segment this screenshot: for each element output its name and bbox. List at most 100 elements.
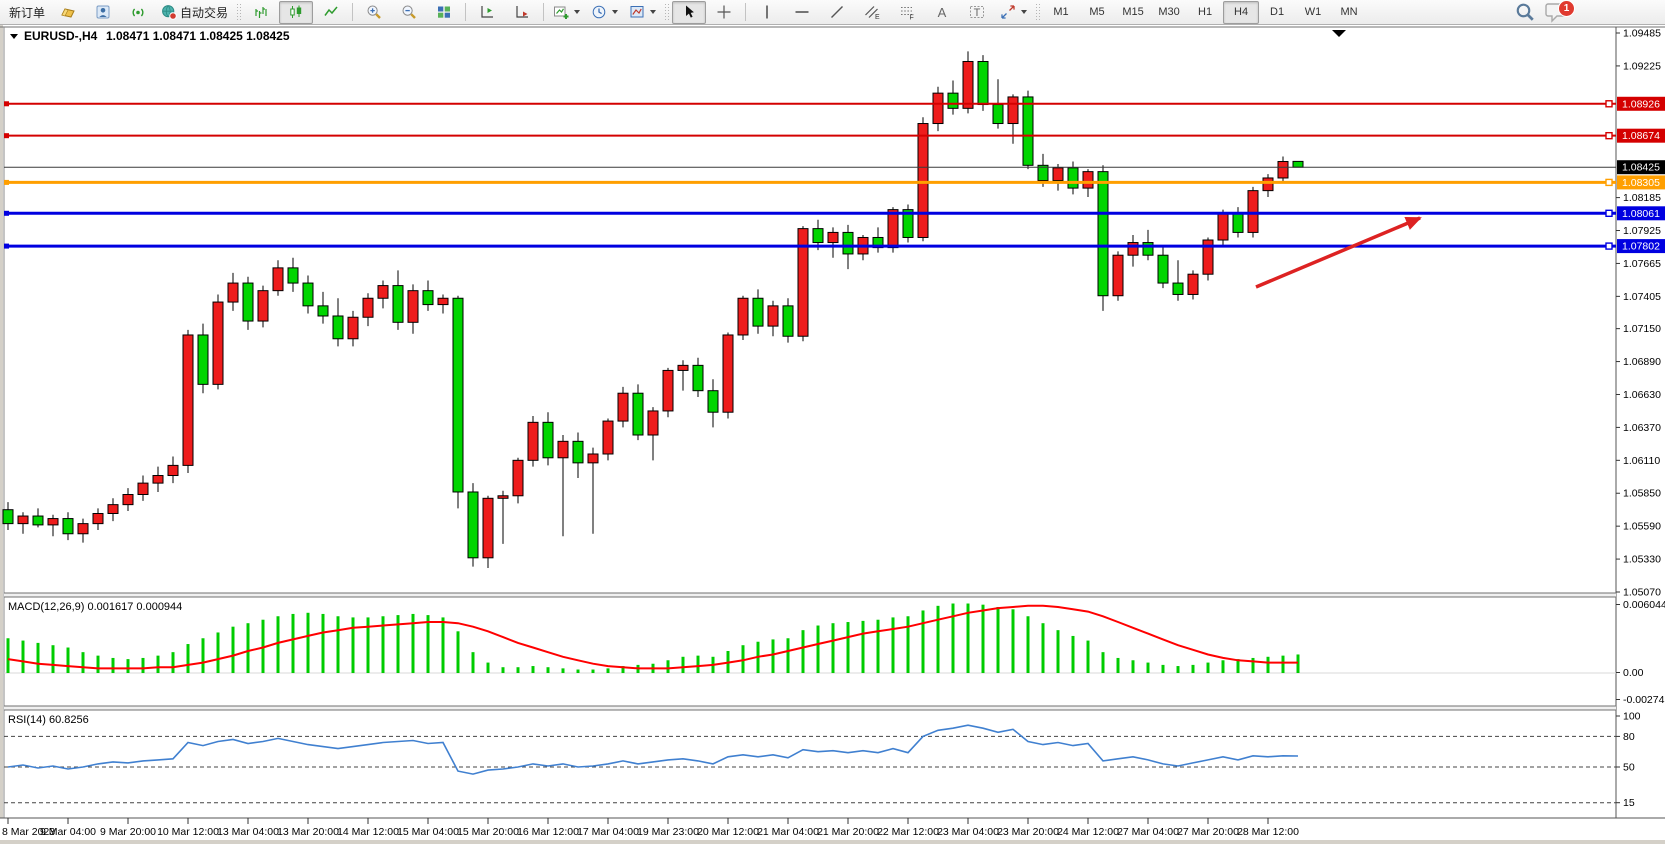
macd-label: MACD(12,26,9) 0.001617 0.000944 [8,601,182,613]
candle [782,305,794,337]
new-chart-icon [554,6,569,19]
timeframe-button-h1[interactable]: H1 [1198,6,1213,18]
notifications-button[interactable]: 1 [1545,0,1575,23]
profile-button[interactable] [86,1,120,24]
timeframe-button-m1[interactable]: M1 [1053,6,1069,18]
indicators-button[interactable] [624,1,661,24]
hline-right-marker[interactable] [1605,100,1613,108]
timeframe-button-h4[interactable]: H4 [1223,0,1260,24]
zoom-in-button[interactable] [357,1,391,24]
rsi-label: RSI(14) 60.8256 [8,714,89,726]
candle [527,421,539,461]
hline-left-marker[interactable] [4,243,9,249]
symbol-dropdown-icon[interactable] [10,34,18,39]
timeframe-button-mn[interactable]: MN [1340,6,1358,18]
text-label-tool-button[interactable]: T [960,1,994,24]
vertical-line-tool-button[interactable] [750,1,784,24]
macd-histogram-bar [261,619,265,673]
candle [1262,177,1274,192]
hline-left-marker[interactable] [4,210,9,216]
cursor-tool-button[interactable] [672,0,707,24]
shapes-tool-button[interactable] [995,1,1032,24]
zoom-out-button[interactable] [392,1,426,24]
macd-histogram-bar [741,645,745,673]
trend-arrow[interactable] [1255,216,1422,289]
macd-histogram-bar [306,612,310,673]
timeframe-button-w1[interactable]: W1 [1304,6,1322,18]
bar-chart-button[interactable] [244,1,278,24]
chart-shift-button[interactable] [470,1,504,24]
auto-scroll-icon [516,6,529,18]
candle [1217,212,1229,241]
candlestick-chart-button[interactable] [279,0,314,24]
date-label: 9 Mar 04:00 [40,826,96,838]
macd-histogram-bar [951,603,955,673]
macd-histogram-bar [186,644,190,673]
candle [707,390,719,413]
crosshair-tool-button[interactable] [707,1,741,24]
date-label: 10 Mar 12:00 [157,826,219,838]
price-tag-label: 1.08305 [1622,177,1660,189]
text-tool-button[interactable]: A [925,1,959,24]
separator-macd-rsi[interactable] [4,706,1616,710]
macd-histogram-bar [1086,640,1090,673]
candle [302,282,314,307]
candle [107,504,119,514]
search-icon[interactable] [1515,2,1535,22]
toolbar-grip [664,3,670,21]
candle [752,297,764,327]
candle [122,494,134,506]
fibonacci-tool-button[interactable]: F [890,1,924,24]
new-chart-button[interactable] [548,1,585,24]
separator-main-macd[interactable] [4,593,1616,597]
autotrading-button[interactable]: 自动交易 [156,1,233,24]
tile-windows-button[interactable] [427,1,461,24]
price-axis-label: 1.07925 [1623,225,1661,237]
hline-right-marker[interactable] [1605,242,1613,250]
cursor-icon [686,5,694,18]
hline-left-marker[interactable] [4,133,9,139]
horizontal-line-tool-button[interactable] [785,1,819,24]
macd-histogram-bar [1206,662,1210,673]
auto-scro11-button[interactable] [505,1,539,24]
candle [377,285,389,299]
periods-button[interactable] [586,1,623,24]
date-label: 27 Mar 20:00 [1177,826,1239,838]
signals-button[interactable] [121,1,155,24]
macd-histogram-bar [381,616,385,673]
hline-right-marker[interactable] [1605,209,1613,217]
macd-histogram-bar [351,617,355,673]
candle [212,301,224,385]
candle [947,92,959,109]
dropdown-caret-icon [574,10,581,14]
signals-icon [132,8,144,17]
macd-histogram-bar [66,647,70,673]
macd-histogram-bar [771,639,775,673]
line-chart-button[interactable] [314,1,348,24]
gold-button[interactable] [51,1,85,24]
quick-navigation-icon[interactable] [1332,30,1346,37]
toolbar-grip [236,3,242,21]
timeframe-button-m5[interactable]: M5 [1089,6,1105,18]
hline-right-marker[interactable] [1605,131,1613,140]
hline-right-marker[interactable] [1605,178,1613,187]
macd-histogram-bar [786,638,790,673]
channel-tool-button[interactable]: E [855,1,889,24]
timeframe-button-d1[interactable]: D1 [1270,6,1285,18]
new-order-button[interactable]: 新订单 [4,1,50,24]
timeframe-button-m15[interactable]: M15 [1122,6,1144,18]
hline-left-marker[interactable] [4,101,9,107]
arrows-shapes-icon [1001,5,1015,19]
hline-left-marker[interactable] [4,179,9,185]
timeframe-group: M1 M5 M15 M30 H1 H4 D1 W1 MN [1043,0,1367,24]
chart-canvas[interactable]: 1.09485 1.09225 1.08185 1.07925 1.07665 1.074… [0,25,1665,844]
date-label: 24 Mar 12:00 [1057,826,1119,838]
macd-histogram-bar [576,669,580,673]
candlestick-chart-icon [290,5,302,18]
candle [32,515,44,526]
macd-histogram-bar [51,645,55,673]
trendline-tool-button[interactable] [820,1,854,24]
candle [902,209,914,238]
window-bottom-strip [0,840,1665,844]
timeframe-button-m30[interactable]: M30 [1158,6,1180,18]
